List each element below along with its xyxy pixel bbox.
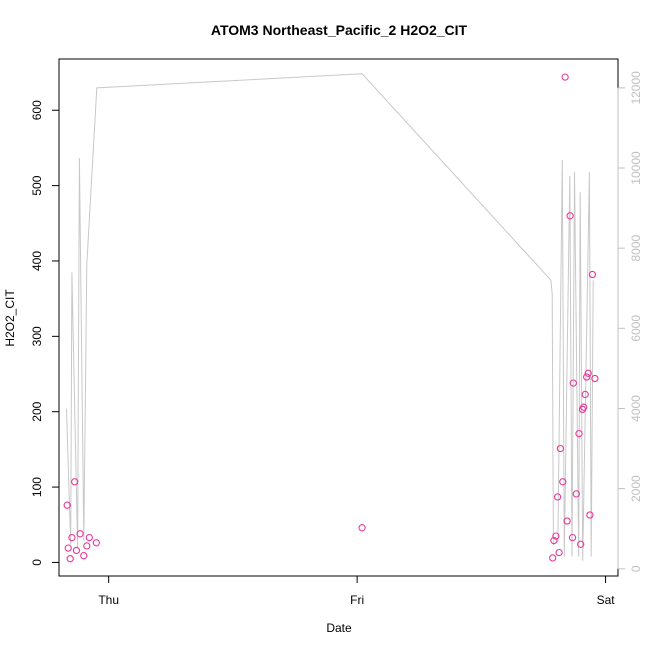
x-tick-label: Sat	[597, 593, 616, 607]
y-axis-right: 0 2000 4000 6000 8000 10000 12000	[617, 71, 643, 572]
y-tick-label: 100	[30, 477, 44, 497]
data-point	[555, 548, 563, 557]
y-tick-label: 300	[30, 326, 44, 346]
data-point	[581, 390, 589, 399]
y-tick-label: 0	[30, 559, 44, 566]
plot-frame	[58, 58, 619, 577]
data-point	[559, 478, 567, 486]
data-point	[583, 373, 591, 381]
data-point	[569, 379, 577, 387]
data-point	[550, 536, 558, 545]
y2-tick-label: 4000	[629, 395, 643, 422]
x-tick-label: Thu	[98, 593, 119, 607]
data-point	[568, 533, 577, 542]
y-tick-label: 500	[30, 175, 44, 195]
y2-tick-label: 12000	[629, 71, 643, 105]
data-point	[566, 212, 574, 220]
data-point	[577, 540, 585, 548]
data-point	[586, 511, 594, 519]
data-point	[358, 524, 366, 532]
y2-tick-label: 0	[629, 565, 643, 572]
y-tick-label: 400	[30, 251, 44, 271]
y-axis-label: H2O2_CIT	[3, 289, 17, 347]
data-point	[588, 270, 597, 279]
data-point	[553, 493, 562, 501]
data-point	[83, 542, 91, 550]
data-point	[66, 555, 74, 563]
x-tick-label: Fri	[350, 593, 364, 607]
data-point	[561, 73, 569, 81]
data-point	[80, 552, 88, 560]
data-point	[71, 478, 79, 486]
data-point	[591, 374, 599, 383]
series-line	[66, 73, 594, 561]
y-tick-label: 600	[30, 100, 44, 120]
data-point	[549, 554, 557, 562]
data-point	[64, 544, 72, 552]
x-axis: Thu Fri Sat	[98, 575, 616, 607]
data-point	[556, 444, 565, 453]
right-axis-line-series	[66, 73, 594, 561]
y2-tick-label: 2000	[629, 475, 643, 502]
data-point	[572, 490, 580, 498]
data-point	[72, 546, 81, 555]
data-point	[76, 530, 84, 538]
data-point	[63, 501, 71, 509]
data-point	[92, 539, 100, 547]
scatter-points	[63, 73, 599, 563]
y2-tick-label: 10000	[629, 151, 643, 185]
data-point	[575, 429, 583, 438]
data-point	[580, 403, 588, 411]
data-point	[68, 533, 76, 542]
y-axis-left: 0 100 200 300 400 500 600	[30, 100, 60, 566]
y2-tick-label: 6000	[629, 315, 643, 342]
x-axis-label: Date	[326, 621, 352, 635]
data-point	[563, 517, 571, 525]
data-point	[584, 369, 592, 377]
y2-tick-label: 8000	[629, 234, 643, 261]
chart-title: ATOM3 Northeast_Pacific_2 H2O2_CIT	[211, 22, 468, 38]
y-tick-label: 200	[30, 401, 44, 421]
data-point	[85, 533, 93, 542]
data-point	[552, 532, 560, 540]
